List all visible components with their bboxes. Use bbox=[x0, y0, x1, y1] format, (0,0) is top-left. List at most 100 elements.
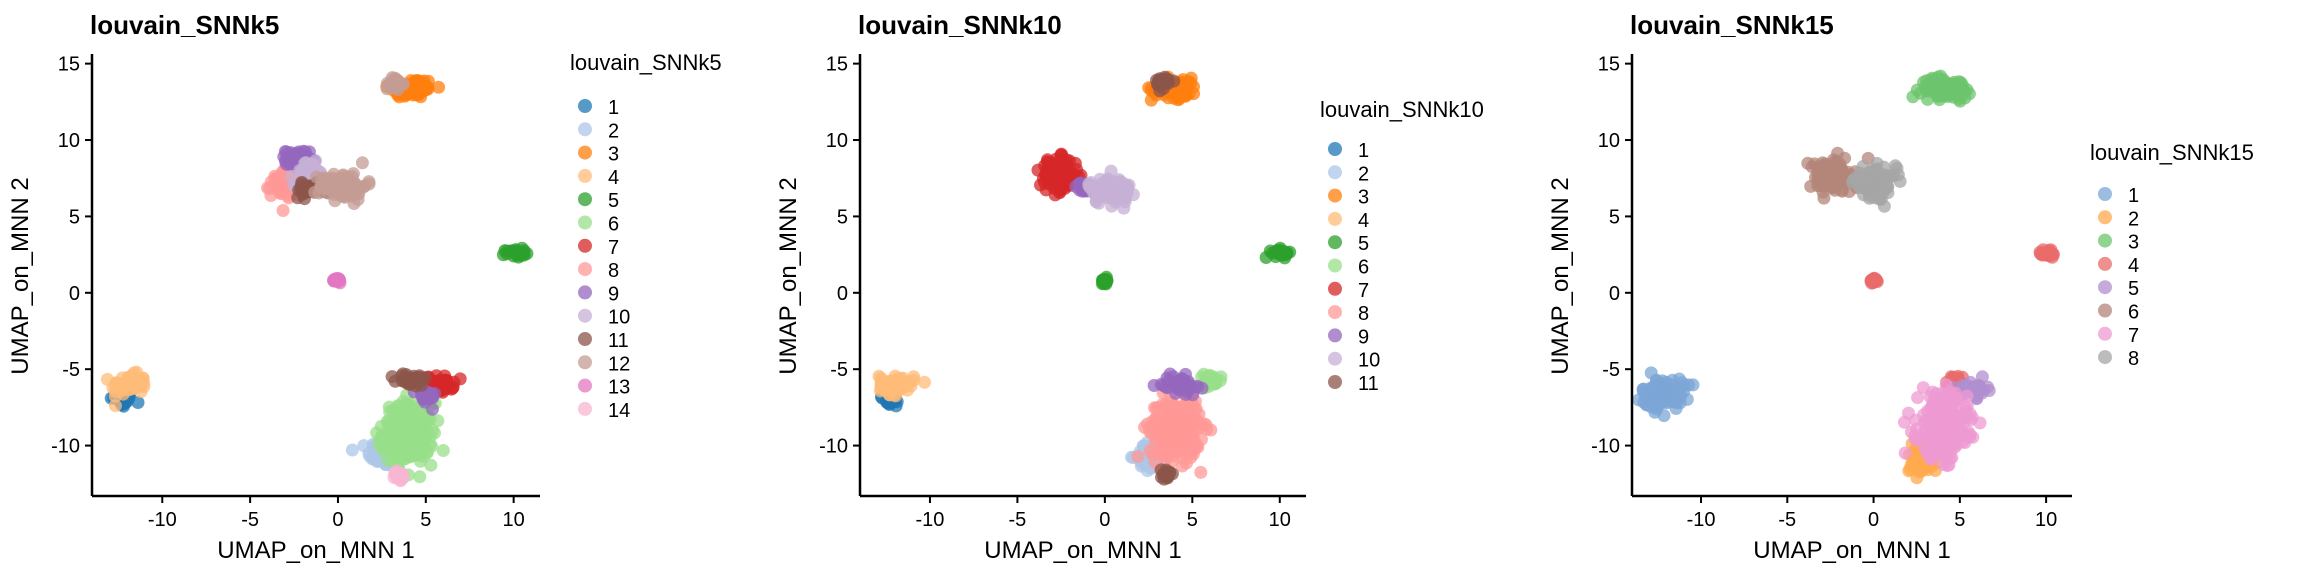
data-point bbox=[1825, 181, 1839, 195]
data-point bbox=[345, 443, 359, 457]
data-point bbox=[108, 399, 122, 413]
legend-label: 8 bbox=[608, 260, 619, 282]
legend-swatch bbox=[2098, 303, 2112, 318]
data-point bbox=[1867, 175, 1881, 189]
y-tick-label: 0 bbox=[69, 283, 80, 305]
data-point bbox=[116, 387, 130, 401]
data-point bbox=[1117, 201, 1131, 215]
legend-swatch bbox=[578, 122, 592, 137]
data-point bbox=[127, 366, 141, 380]
data-point bbox=[1275, 248, 1289, 262]
data-point bbox=[1153, 84, 1167, 98]
legend-label: 2 bbox=[2128, 208, 2139, 230]
series-4 bbox=[100, 365, 151, 413]
legend-swatch bbox=[1328, 281, 1342, 296]
legend-swatch bbox=[2098, 233, 2112, 248]
series-5 bbox=[496, 241, 534, 264]
data-point bbox=[1656, 374, 1670, 388]
legend-label: 6 bbox=[2128, 302, 2139, 324]
data-point bbox=[1644, 399, 1657, 413]
data-point bbox=[1098, 183, 1112, 197]
legend-swatch bbox=[578, 332, 592, 346]
data-point bbox=[261, 181, 275, 195]
legend-swatch bbox=[578, 168, 592, 183]
legend-swatch bbox=[1328, 328, 1342, 343]
data-point bbox=[1816, 168, 1830, 181]
data-point bbox=[1160, 426, 1174, 439]
data-point bbox=[1054, 170, 1068, 184]
series-6 bbox=[370, 388, 450, 484]
legend-swatch bbox=[1328, 211, 1342, 226]
y-tick-label: 10 bbox=[1598, 130, 1620, 152]
data-point bbox=[1920, 74, 1934, 88]
legend-label: 10 bbox=[1358, 350, 1380, 372]
data-point bbox=[1910, 422, 1924, 436]
legend-swatch bbox=[578, 262, 592, 277]
data-point bbox=[1188, 380, 1202, 394]
data-point bbox=[1867, 274, 1881, 287]
y-tick-label: -10 bbox=[1591, 436, 1620, 458]
y-tick-label: 0 bbox=[1609, 283, 1620, 305]
legend-label: 13 bbox=[608, 377, 630, 399]
x-tick-label: 5 bbox=[1954, 509, 1965, 531]
data-point bbox=[1207, 377, 1221, 391]
legend-label: 14 bbox=[608, 400, 630, 422]
series-8 bbox=[1846, 156, 1907, 213]
y-tick-label: -10 bbox=[819, 436, 848, 458]
data-point bbox=[297, 179, 311, 193]
x-tick-label: 5 bbox=[1187, 509, 1198, 531]
series-11 bbox=[1150, 70, 1181, 486]
series-4 bbox=[872, 369, 931, 403]
chart-title: louvain_SNNk5 bbox=[90, 10, 279, 40]
x-tick-label: 10 bbox=[503, 509, 525, 531]
legend-label: 4 bbox=[2128, 255, 2139, 277]
series-9 bbox=[1069, 176, 1209, 402]
data-point bbox=[355, 156, 369, 170]
legend-label: 1 bbox=[1358, 140, 1369, 162]
legend-label: 5 bbox=[2128, 278, 2139, 300]
data-point bbox=[1183, 408, 1197, 422]
data-point bbox=[403, 372, 417, 386]
legend-label: 7 bbox=[608, 237, 619, 259]
scatter-points bbox=[872, 70, 1297, 486]
legend-label: 7 bbox=[1358, 280, 1369, 302]
y-tick-label: 0 bbox=[837, 283, 848, 305]
legend-label: 2 bbox=[608, 120, 619, 142]
series-11 bbox=[291, 175, 432, 393]
data-point bbox=[125, 376, 139, 390]
data-point bbox=[918, 375, 931, 389]
legend-label: 1 bbox=[608, 97, 619, 119]
legend-swatch bbox=[1328, 375, 1342, 389]
data-point bbox=[403, 434, 417, 447]
data-point bbox=[888, 381, 902, 395]
data-point bbox=[1922, 449, 1936, 462]
data-point bbox=[1877, 168, 1891, 182]
legend-label: 11 bbox=[608, 330, 629, 352]
data-point bbox=[1856, 160, 1870, 173]
legend-label: 5 bbox=[1358, 233, 1369, 255]
chart-title: louvain_SNNk10 bbox=[858, 10, 1062, 40]
chart-panel-3: louvain_SNNk15-10 -5 0 5 10-10-5051015UMAP_o… bbox=[1547, 10, 2254, 564]
legend-swatch bbox=[1328, 142, 1342, 156]
data-point bbox=[405, 418, 419, 431]
series-1 bbox=[1632, 366, 1700, 423]
legend-swatch bbox=[578, 355, 592, 370]
x-axis-title: UMAP_on_MNN 1 bbox=[984, 537, 1181, 564]
data-point bbox=[1144, 93, 1158, 107]
data-point bbox=[1661, 389, 1675, 402]
data-point bbox=[1982, 384, 1996, 397]
y-tick-label: 15 bbox=[826, 54, 848, 76]
x-tick-label: -10 bbox=[1687, 509, 1716, 531]
y-tick-label: 15 bbox=[58, 54, 80, 76]
data-point bbox=[1834, 161, 1848, 175]
legend-label: 9 bbox=[1358, 326, 1369, 348]
legend-title: louvain_SNNk5 bbox=[570, 50, 722, 75]
data-point bbox=[306, 160, 320, 174]
x-tick-label: -5 bbox=[1009, 509, 1027, 531]
data-point bbox=[500, 247, 514, 261]
data-point bbox=[1158, 441, 1172, 455]
data-point bbox=[276, 204, 290, 217]
data-point bbox=[1194, 465, 1208, 479]
